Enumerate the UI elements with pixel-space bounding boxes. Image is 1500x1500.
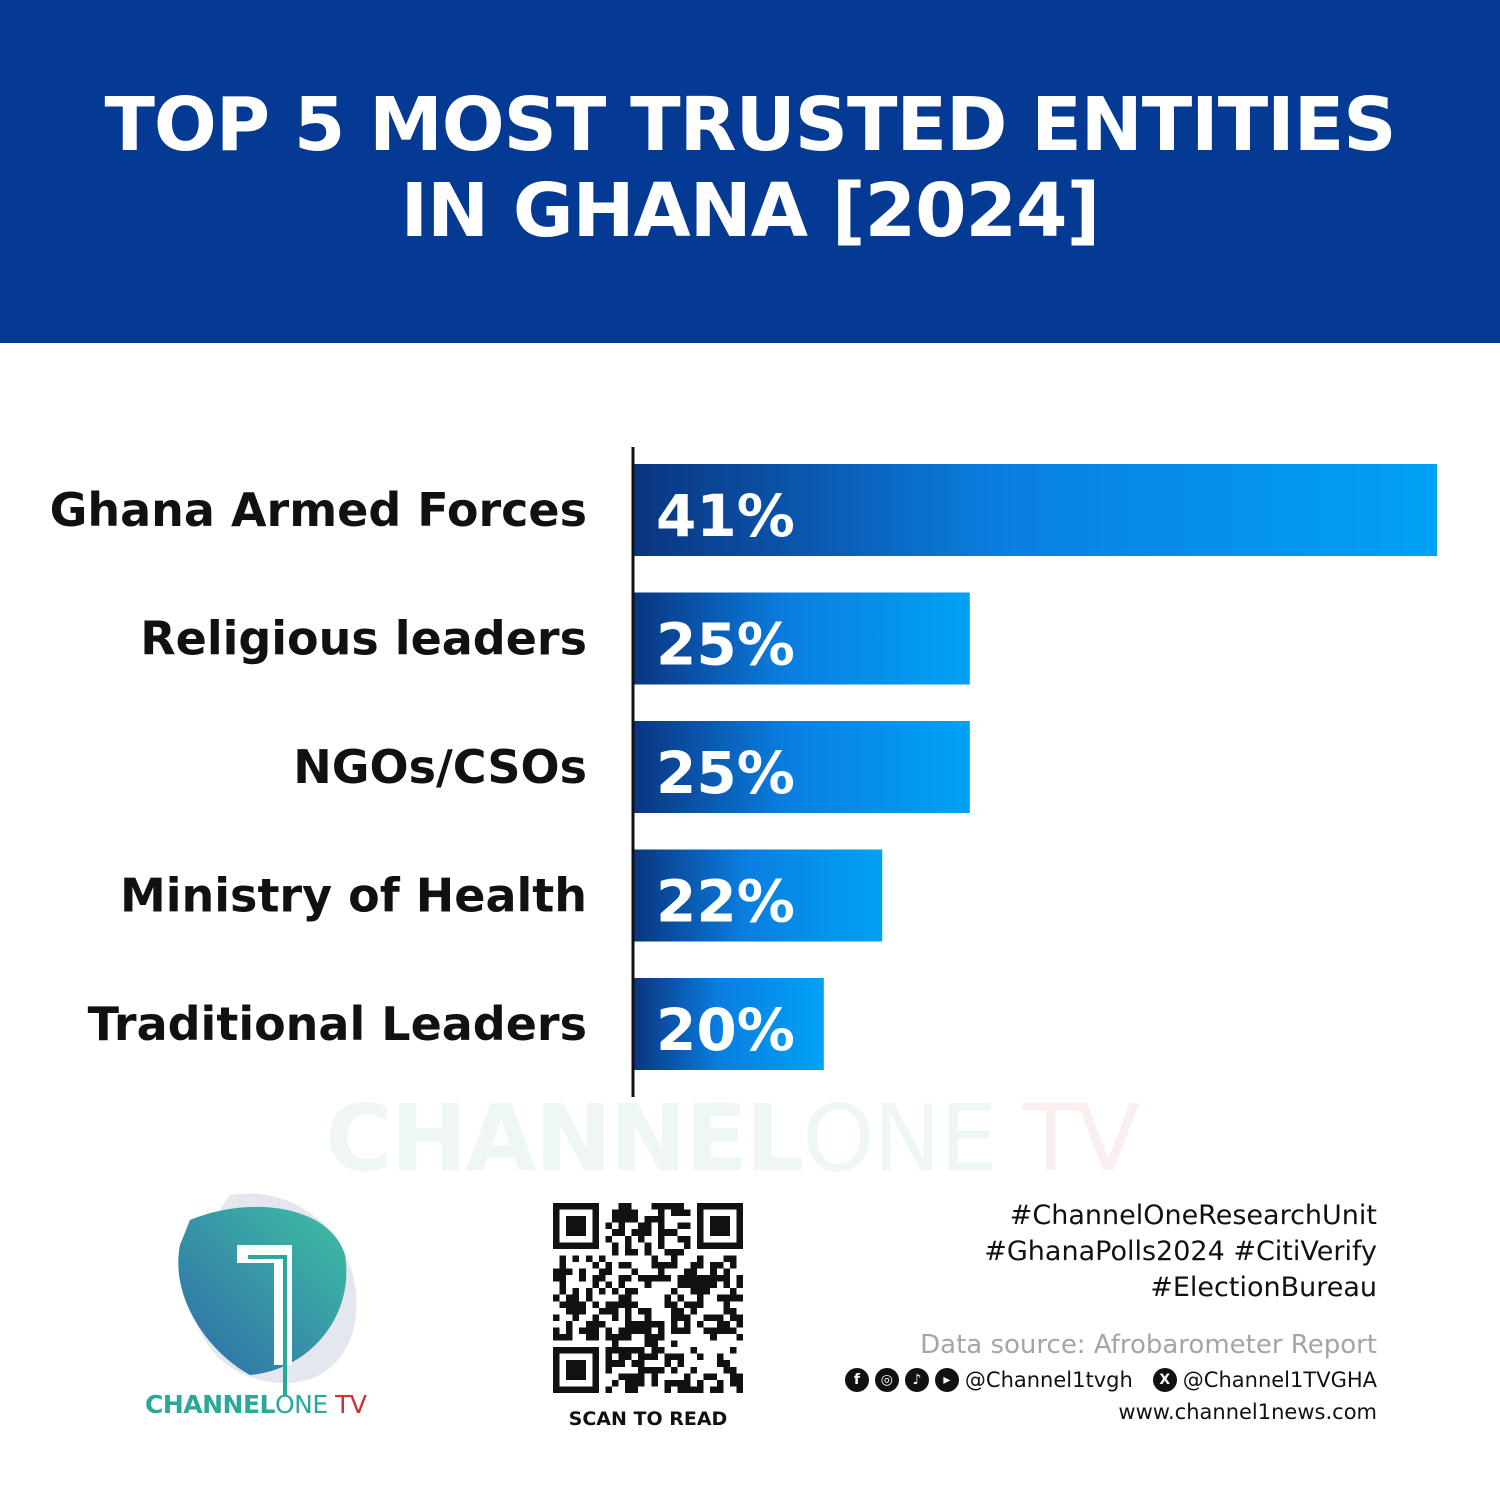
qr-caption: SCAN TO READ bbox=[568, 1408, 728, 1430]
data-source: Data source: Afrobarometer Report bbox=[920, 1330, 1377, 1360]
instagram-icon[interactable]: ◎ bbox=[874, 1368, 899, 1392]
qr-code[interactable] bbox=[553, 1203, 743, 1393]
header-banner: TOP 5 MOST TRUSTED ENTITIES IN GHANA [202… bbox=[0, 0, 1500, 343]
title-line-1: TOP 5 MOST TRUSTED ENTITIES bbox=[104, 81, 1396, 168]
social-handle: @Channel1tvgh bbox=[964, 1368, 1133, 1392]
value-label: 25% bbox=[656, 739, 795, 807]
x-icon[interactable]: X bbox=[1152, 1368, 1177, 1392]
category-label: Ministry of Health bbox=[120, 869, 587, 923]
hashtag-line: #ElectionBureau bbox=[1150, 1272, 1377, 1303]
category-label: Traditional Leaders bbox=[88, 997, 587, 1051]
logo-text-part: CHANNEL bbox=[145, 1390, 275, 1419]
bar bbox=[634, 592, 970, 685]
bar bbox=[634, 464, 1437, 556]
website: www.channel1news.com bbox=[1118, 1400, 1377, 1424]
title-line-2: IN GHANA [2024] bbox=[400, 167, 1101, 254]
logo-text: CHANNELONE TV bbox=[145, 1390, 367, 1419]
watermark-part: TV bbox=[995, 1085, 1140, 1192]
social-handles: f ◎ ♪ ▸ @Channel1tvgh X @Channel1TVGHA bbox=[844, 1368, 1377, 1392]
page-title: TOP 5 MOST TRUSTED ENTITIES IN GHANA [202… bbox=[104, 81, 1396, 254]
category-label: NGOs/CSOs bbox=[293, 740, 587, 794]
bar bbox=[634, 978, 824, 1070]
tiktok-icon[interactable]: ♪ bbox=[904, 1368, 929, 1392]
hashtag-line: #GhanaPolls2024 #CitiVerify bbox=[984, 1236, 1377, 1267]
category-label: Ghana Armed Forces bbox=[50, 483, 587, 537]
logo-text-part: TV bbox=[327, 1390, 367, 1419]
watermark-part: ONE bbox=[802, 1085, 997, 1192]
channel-one-logo bbox=[178, 1193, 357, 1395]
youtube-icon[interactable]: ▸ bbox=[934, 1368, 959, 1392]
facebook-icon[interactable]: f bbox=[844, 1368, 869, 1392]
bar-chart: Ghana Armed Forces 41% Religious leaders 25… bbox=[50, 447, 1437, 1097]
value-label: 20% bbox=[656, 996, 795, 1064]
x-handle: @Channel1TVGHA bbox=[1182, 1368, 1377, 1392]
bar bbox=[634, 849, 883, 942]
category-label: Religious leaders bbox=[140, 612, 587, 666]
logo-text-part: ONE bbox=[274, 1390, 328, 1419]
value-label: 22% bbox=[656, 868, 795, 936]
hashtag-line: #ChannelOneResearchUnit bbox=[1009, 1200, 1377, 1231]
watermark-part: CHANNEL bbox=[325, 1085, 804, 1192]
bar bbox=[634, 721, 970, 813]
watermark: CHANNELONE TV bbox=[325, 1085, 1140, 1192]
hashtags: #ChannelOneResearchUnit #GhanaPolls2024 … bbox=[984, 1198, 1377, 1306]
value-label: 41% bbox=[656, 482, 795, 550]
value-label: 25% bbox=[656, 611, 795, 679]
